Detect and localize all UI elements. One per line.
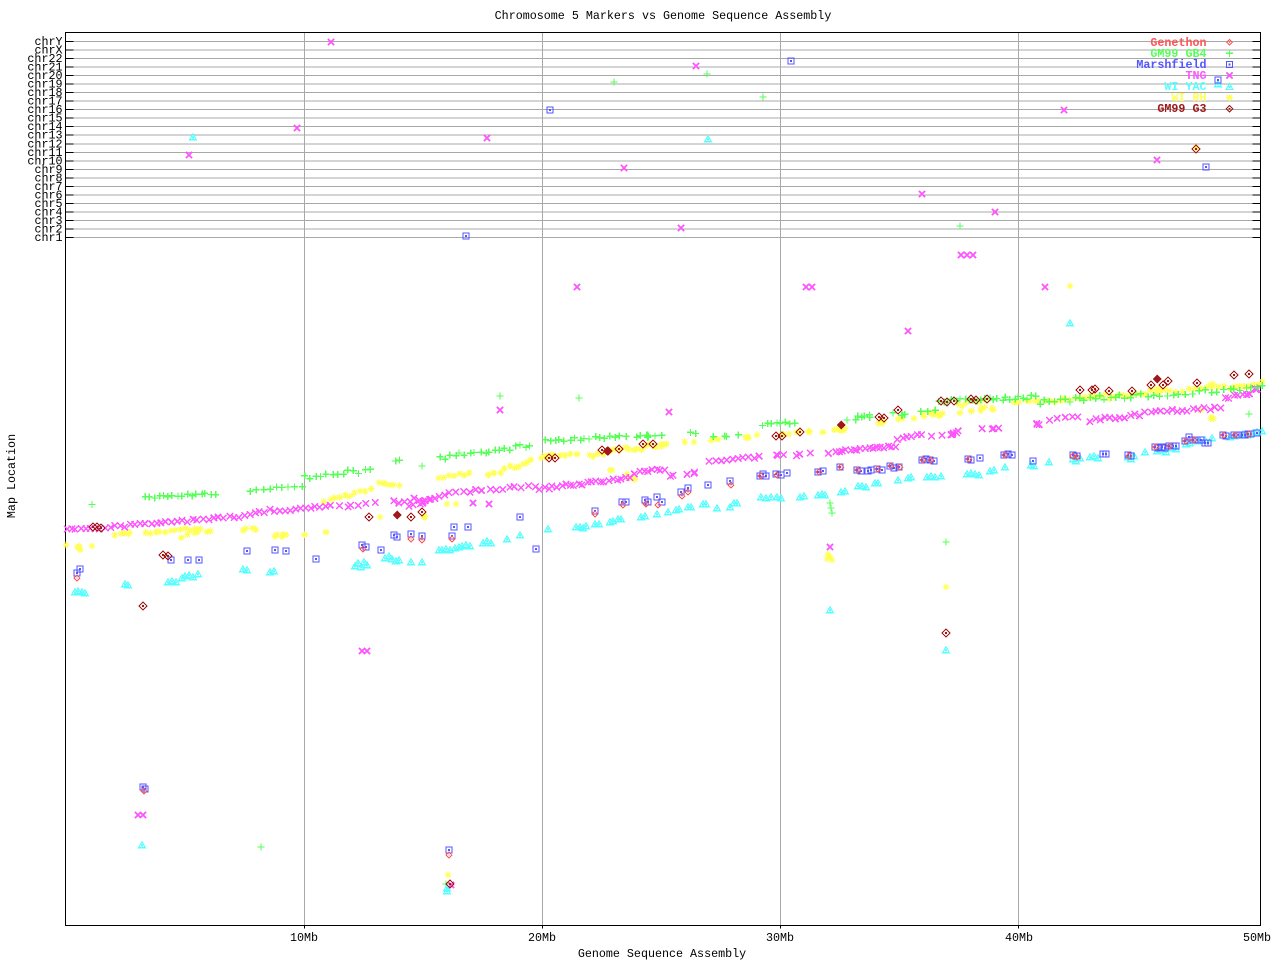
svg-text:20Mb: 20Mb [528, 931, 556, 945]
svg-text:chr20: chr20 [27, 69, 62, 83]
svg-text:chr12: chr12 [27, 137, 62, 151]
svg-text:chr11: chr11 [27, 146, 62, 160]
svg-text:chr2: chr2 [34, 223, 62, 237]
svg-text:chr22: chr22 [27, 52, 62, 66]
svg-text:chr10: chr10 [27, 154, 62, 168]
svg-text:chr7: chr7 [34, 180, 62, 194]
svg-text:chr1: chr1 [34, 231, 62, 245]
svg-text:40Mb: 40Mb [1005, 931, 1033, 945]
svg-text:chr8: chr8 [34, 171, 62, 185]
svg-text:Genethon: Genethon [1150, 36, 1206, 50]
svg-text:chr18: chr18 [27, 86, 62, 100]
svg-text:chr15: chr15 [27, 112, 62, 126]
svg-text:chrX: chrX [34, 44, 62, 58]
svg-text:chr9: chr9 [34, 163, 62, 177]
svg-text:chr14: chr14 [27, 120, 62, 134]
svg-text:TNG: TNG [1185, 69, 1206, 83]
svg-text:chr17: chr17 [27, 95, 62, 109]
svg-text:GM99 G3: GM99 G3 [1157, 102, 1206, 116]
svg-text:GM99 GB4: GM99 GB4 [1150, 47, 1206, 61]
svg-text:chr4: chr4 [34, 205, 62, 219]
svg-text:Genome Sequence Assembly: Genome Sequence Assembly [578, 947, 746, 960]
svg-text:Chromosome 5 Markers vs Genome: Chromosome 5 Markers vs Genome Sequence … [495, 9, 832, 23]
svg-text:chr6: chr6 [34, 188, 62, 202]
svg-text:WI YAC: WI YAC [1164, 80, 1206, 94]
svg-text:chrY: chrY [34, 35, 62, 49]
svg-text:chr21: chr21 [27, 61, 62, 75]
svg-text:WI RH: WI RH [1171, 91, 1206, 105]
svg-text:chr13: chr13 [27, 129, 62, 143]
svg-text:50Mb: 50Mb [1243, 931, 1271, 945]
svg-text:chr16: chr16 [27, 103, 62, 117]
svg-text:chr19: chr19 [27, 78, 62, 92]
svg-text:chr3: chr3 [34, 214, 62, 228]
svg-text:Map Location: Map Location [5, 434, 19, 518]
svg-text:Marshfield: Marshfield [1136, 58, 1206, 72]
svg-text:10Mb: 10Mb [290, 931, 318, 945]
svg-text:chr5: chr5 [34, 197, 62, 211]
svg-text:30Mb: 30Mb [766, 931, 794, 945]
